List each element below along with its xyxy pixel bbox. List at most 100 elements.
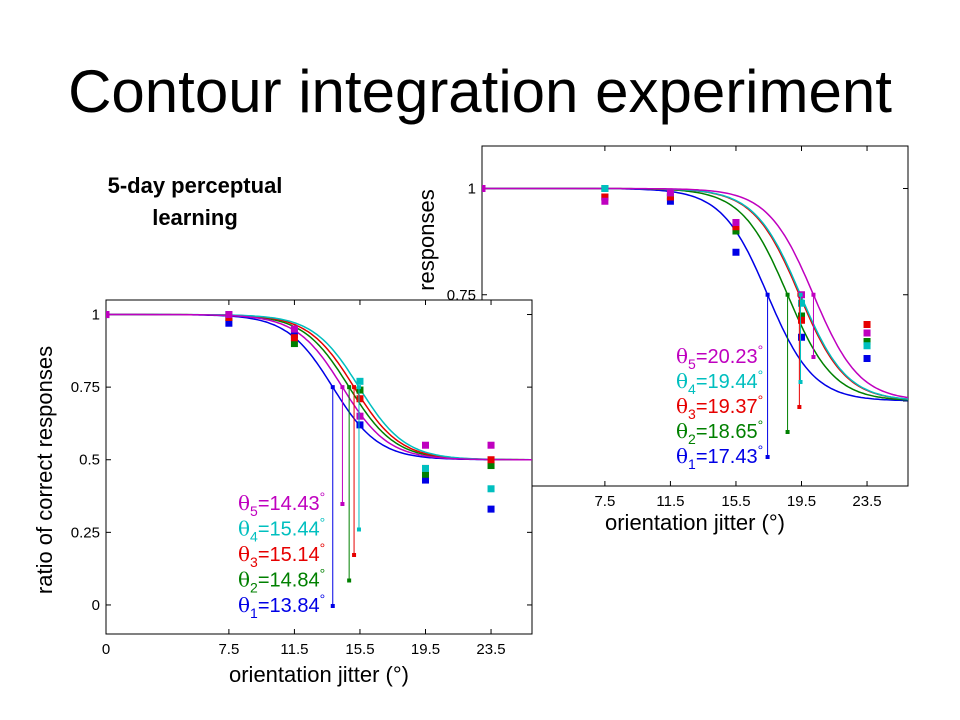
plot-area	[482, 185, 908, 402]
data-point-day-3	[487, 456, 495, 464]
slide-subtitle: 5-day perceptual learning	[60, 170, 330, 234]
x-tick-label: 15.5	[345, 641, 374, 658]
subtitle-line-2: learning	[152, 205, 238, 230]
data-point-day-5	[732, 219, 740, 226]
chart-1: 0 7.5 11.5 15.5 19.5 23.5 0 0.25 0.5 0.75 1 θ1=13.8…	[32, 299, 533, 687]
threshold-label-day-5: θ5=20.23°	[676, 342, 763, 372]
threshold-point-day-5	[811, 292, 816, 297]
y-tick-label: 1	[92, 307, 100, 324]
threshold-point-day-4	[798, 292, 803, 297]
x-tick-label: 19.5	[411, 641, 440, 658]
data-point-day-3	[863, 321, 871, 328]
threshold-marker-day-2	[347, 578, 352, 583]
data-point-day-5	[487, 441, 495, 449]
data-point-day-5	[290, 325, 298, 333]
threshold-marker-day-3	[352, 553, 357, 557]
data-point-day-2	[487, 462, 495, 470]
x-tick-label: 7.5	[218, 641, 239, 658]
data-point-day-1	[798, 333, 805, 341]
data-point-day-1	[225, 319, 233, 327]
threshold-label-day-1: θ1=17.43°	[676, 442, 763, 472]
x-tick-label: 23.5	[852, 493, 881, 510]
subtitle-line-1: 5-day perceptual	[107, 173, 283, 198]
data-point-day-1	[666, 197, 674, 205]
data-point-day-2	[356, 386, 364, 394]
data-point-day-1	[863, 355, 871, 362]
plot-frame	[105, 299, 533, 635]
threshold-marker-day-4	[798, 380, 803, 384]
y-axis-label: ratio of correct responses	[32, 346, 57, 594]
data-point-day-2	[863, 338, 871, 345]
data-point-day-2	[290, 340, 298, 348]
threshold-marker-day-2	[785, 430, 790, 434]
threshold-point-day-3	[352, 385, 357, 390]
x-tick-label: 23.5	[476, 641, 505, 658]
data-point-day-5	[482, 185, 486, 192]
data-point-day-3	[290, 334, 298, 342]
x-axis-label: orientation jitter (°)	[605, 510, 785, 535]
data-point-day-5	[225, 311, 233, 319]
fit-curve-day-5	[106, 313, 532, 461]
threshold-marker-day-5	[340, 502, 345, 506]
chart-2: 7.5 11.5 15.5 19.5 23.50.751θ1=17.43°θ2=18.6…	[414, 145, 909, 535]
y-tick-label: 0.25	[71, 524, 100, 541]
y-tick-label: 0.5	[79, 452, 100, 469]
data-point-day-2	[798, 312, 805, 320]
x-tick-label: 15.5	[721, 493, 750, 510]
threshold-marker-day-1	[330, 604, 335, 608]
data-point-day-1	[732, 248, 740, 256]
data-point-day-1	[356, 421, 364, 429]
threshold-label-day-1: θ1=13.84°	[238, 591, 325, 621]
data-point-day-5	[106, 311, 110, 319]
threshold-point-day-1	[765, 292, 770, 297]
data-point-day-3	[356, 395, 364, 403]
y-axis-label: responses	[414, 189, 439, 291]
data-point-day-4	[487, 485, 495, 493]
threshold-marker-day-4	[356, 527, 361, 532]
threshold-label-day-5: θ5=14.43°	[238, 489, 325, 519]
data-point-day-1	[422, 476, 429, 484]
y-tick-label: 1	[468, 181, 476, 198]
y-tick-label: 0	[92, 597, 100, 614]
data-point-day-4	[422, 464, 429, 472]
plot-frame	[481, 145, 909, 487]
data-point-day-5	[601, 197, 609, 205]
threshold-point-day-5	[340, 385, 345, 390]
plot-area	[106, 311, 532, 513]
data-point-day-3	[666, 193, 674, 201]
data-point-day-4	[863, 342, 871, 350]
slide-title: Contour integration experiment	[68, 58, 892, 125]
threshold-point-day-2	[347, 385, 352, 390]
threshold-label-day-4: θ4=15.44°	[238, 515, 325, 545]
data-point-day-5	[863, 329, 871, 337]
threshold-marker-day-5	[811, 355, 816, 359]
data-point-day-4	[601, 185, 609, 192]
x-tick-label: 7.5	[594, 493, 615, 510]
data-point-day-3	[798, 316, 805, 324]
threshold-point-day-4	[356, 385, 361, 390]
threshold-label-day-2: θ2=18.65°	[676, 417, 763, 447]
data-point-day-2	[422, 470, 429, 478]
threshold-point-day-2	[785, 292, 790, 297]
data-point-day-4	[356, 377, 364, 385]
x-tick-label: 0	[102, 641, 110, 658]
x-tick-label: 11.5	[280, 641, 308, 658]
threshold-label-day-3: θ3=19.37°	[676, 392, 763, 422]
data-point-day-5	[356, 412, 364, 420]
data-point-day-1	[487, 505, 495, 513]
data-point-day-2	[732, 227, 740, 235]
x-axis-label: orientation jitter (°)	[229, 662, 409, 687]
threshold-label-day-2: θ2=14.84°	[238, 566, 325, 596]
threshold-point-day-1	[330, 385, 335, 390]
data-point-day-4	[798, 299, 805, 307]
threshold-label-day-3: θ3=15.14°	[238, 540, 325, 570]
data-point-day-3	[601, 193, 609, 201]
threshold-label-day-4: θ4=19.44°	[676, 367, 763, 397]
fit-curve-day-5	[482, 187, 908, 399]
x-tick-label: 19.5	[787, 493, 816, 510]
x-tick-label: 11.5	[656, 493, 684, 510]
data-point-day-5	[666, 189, 674, 197]
threshold-marker-day-1	[765, 455, 770, 459]
y-tick-label: 0.75	[71, 379, 100, 396]
